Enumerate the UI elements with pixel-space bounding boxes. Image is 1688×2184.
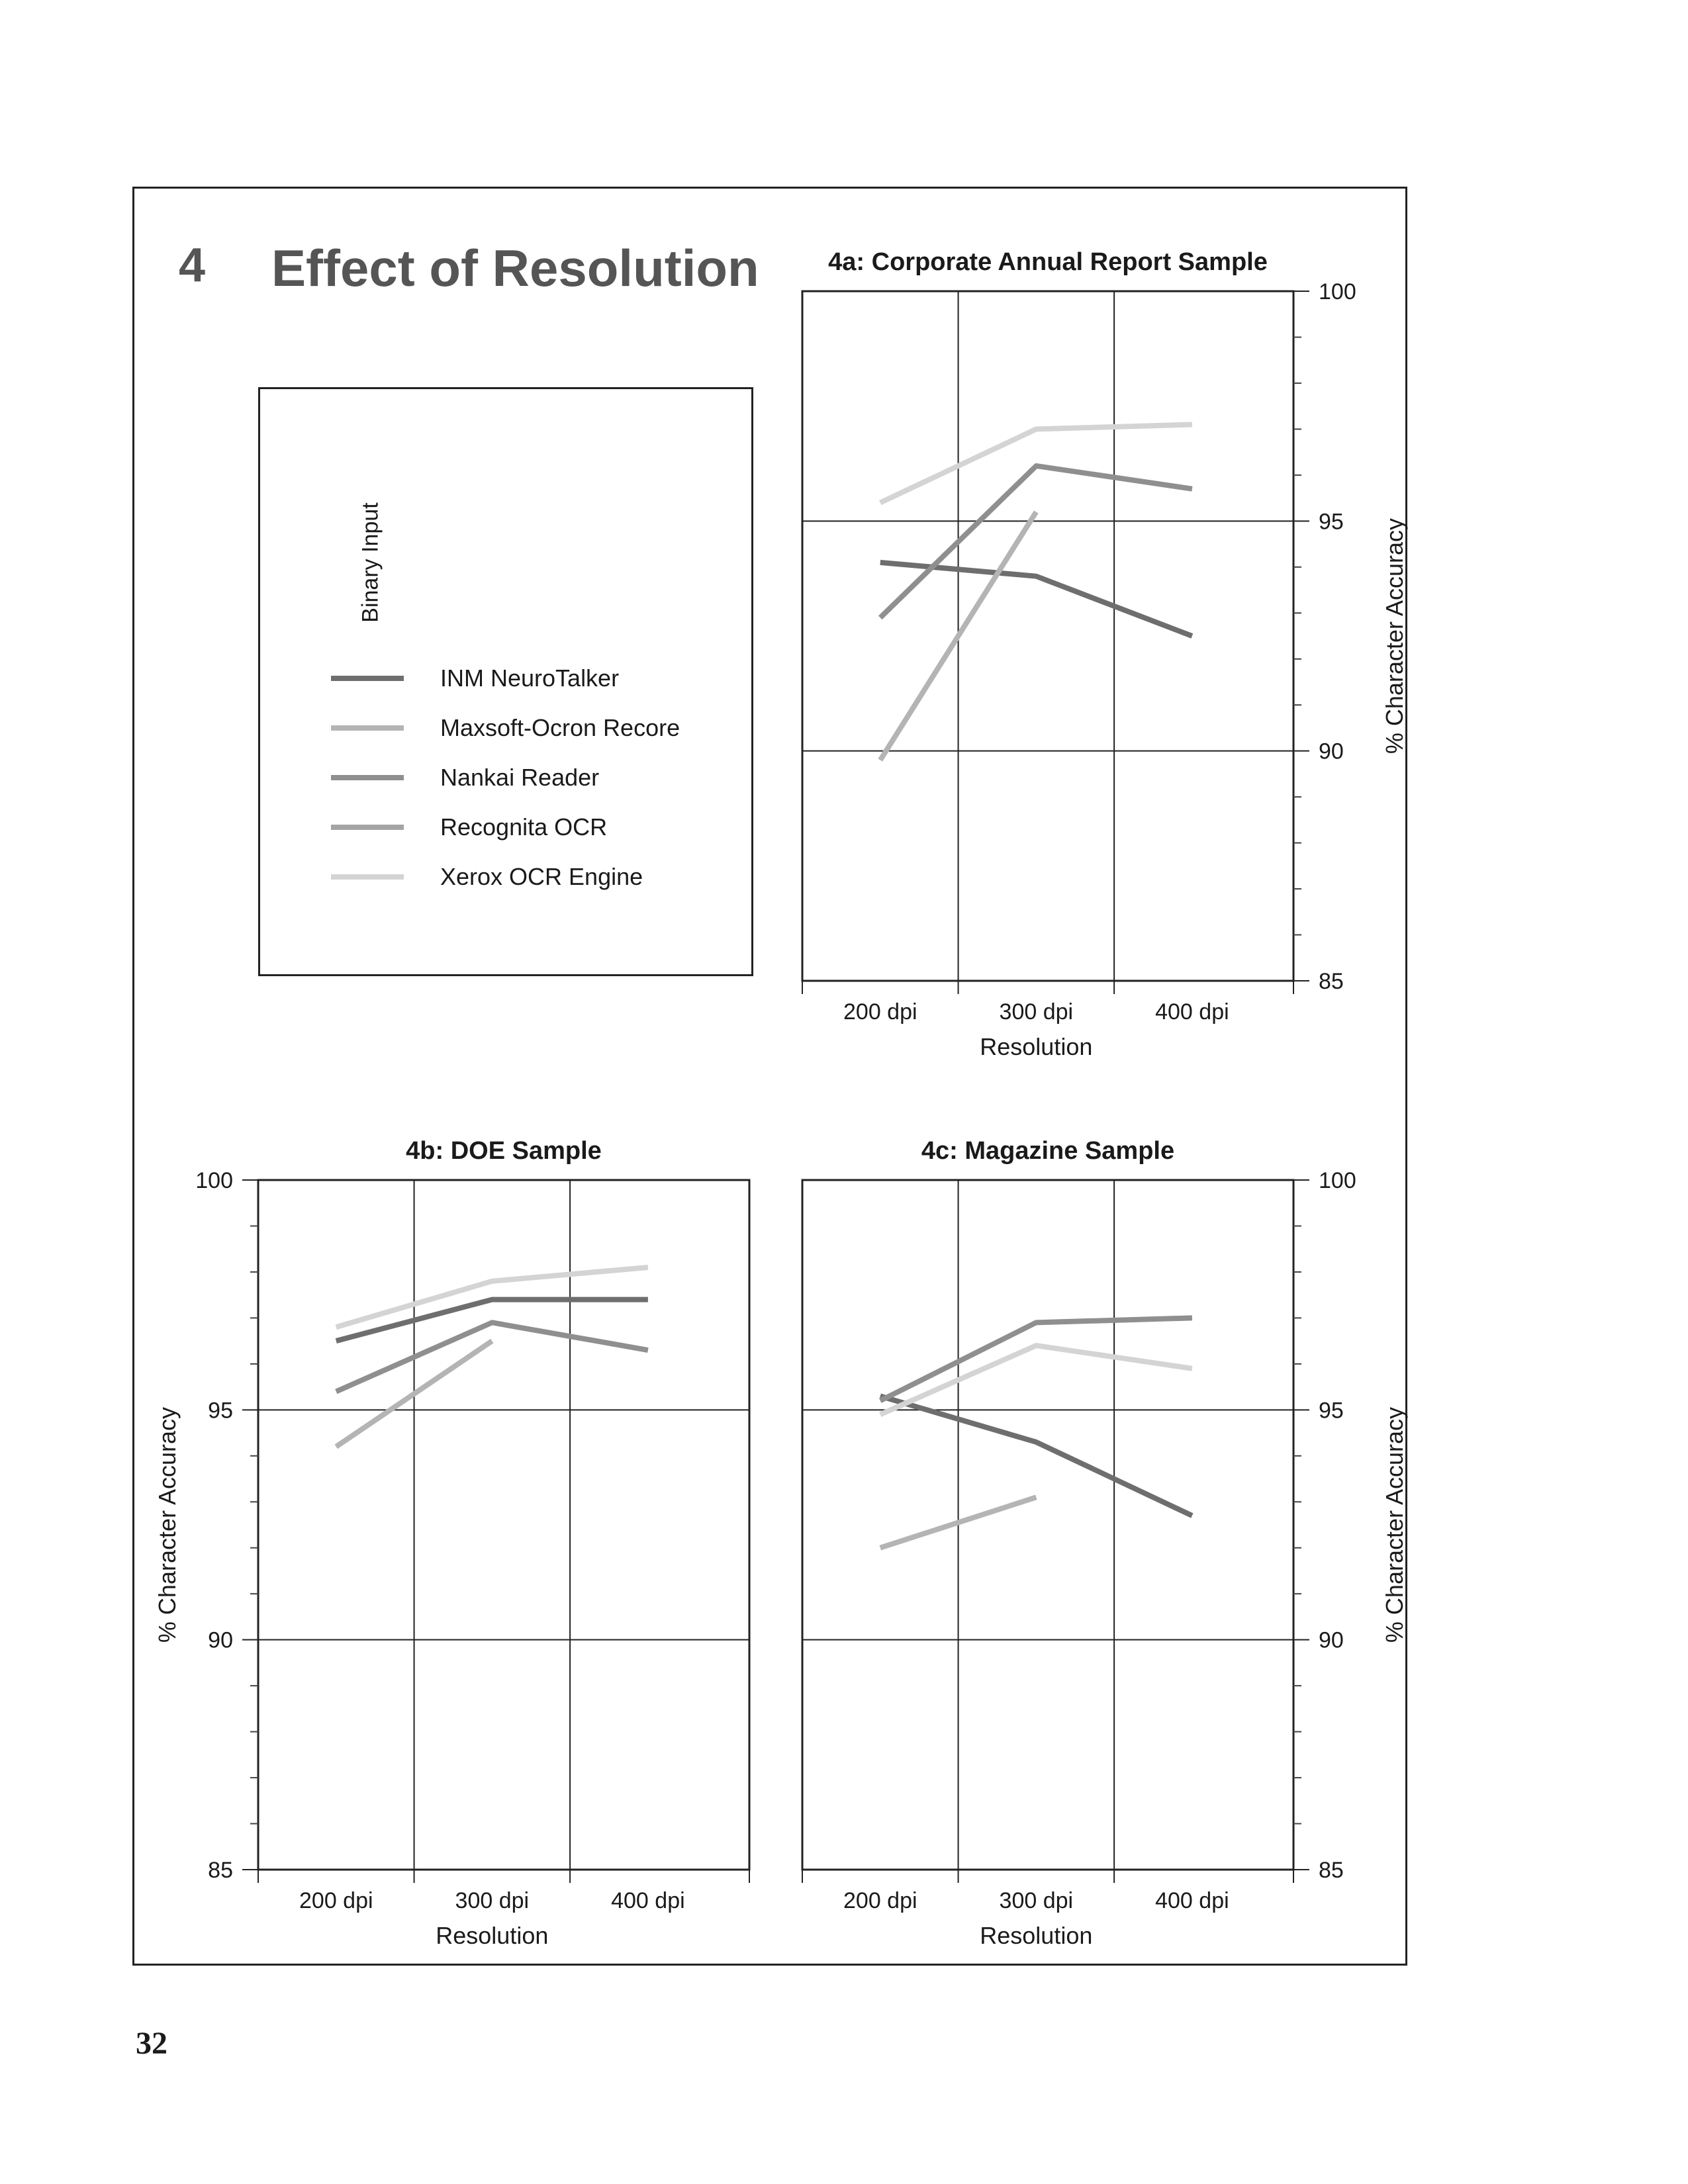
page-number: 32 bbox=[136, 2026, 167, 2061]
y-tick-label: 100 bbox=[195, 1168, 233, 1193]
legend-label: INM NeuroTalker bbox=[440, 664, 620, 692]
y-tick-label: 90 bbox=[1319, 1628, 1344, 1653]
x-tick-label: 300 dpi bbox=[1000, 1888, 1074, 1913]
y-axis-label: % Character Accuracy bbox=[154, 1407, 181, 1643]
y-tick-label: 95 bbox=[208, 1398, 233, 1423]
chart-title: 4b: DOE Sample bbox=[406, 1137, 602, 1165]
series-line-maxsoft-ocron-recore bbox=[878, 510, 1039, 762]
legend-swatch bbox=[331, 825, 404, 830]
legend-label: Recognita OCR bbox=[440, 813, 608, 841]
series-line-xerox-ocr-engine bbox=[879, 422, 1193, 506]
series-line-inm-neurotalker bbox=[335, 1297, 648, 1343]
x-tick-label: 200 dpi bbox=[299, 1888, 373, 1913]
y-tick-label: 85 bbox=[208, 1858, 233, 1883]
plot-area bbox=[257, 1179, 751, 1871]
chart-3: 85 90 95 100 200 dpi 300 dpi 400 dpi Resolution… bbox=[801, 1137, 1408, 1949]
series-line-xerox-ocr-engine bbox=[879, 1343, 1193, 1417]
series-line-maxsoft-ocron-recore bbox=[334, 1338, 494, 1449]
section-number: 4 bbox=[179, 239, 206, 292]
series-line-maxsoft-ocron-recore bbox=[879, 1494, 1037, 1551]
x-tick-label: 400 dpi bbox=[1155, 999, 1229, 1024]
x-axis-label: Resolution bbox=[980, 1033, 1092, 1060]
legend-item-inm-neurotalker: INM NeuroTalker bbox=[331, 662, 619, 695]
legend-swatch bbox=[331, 676, 404, 681]
y-tick-label: 85 bbox=[1319, 969, 1344, 994]
y-tick-label: 95 bbox=[1319, 509, 1344, 534]
y-axis-label: % Character Accuracy bbox=[1381, 1407, 1408, 1643]
series-line-inm-neurotalker bbox=[879, 1393, 1194, 1518]
figure-frame bbox=[132, 187, 1407, 1966]
series-line-nankai-reader bbox=[878, 463, 1193, 620]
chart-2: 85 90 95 100 200 dpi 300 dpi 400 dpi Resolution… bbox=[154, 1137, 751, 1949]
x-tick-label: 400 dpi bbox=[611, 1888, 685, 1913]
x-axis-label: Resolution bbox=[980, 1922, 1092, 1949]
legend-item-maxsoft-ocron-recore: Maxsoft-Ocron Recore bbox=[331, 711, 680, 745]
y-tick-label: 100 bbox=[1319, 1168, 1356, 1193]
y-tick-label: 85 bbox=[1319, 1858, 1344, 1883]
legend-label: Nankai Reader bbox=[440, 764, 600, 791]
x-tick-label: 200 dpi bbox=[843, 999, 917, 1024]
legend-label: Xerox OCR Engine bbox=[440, 863, 643, 890]
chart-title: 4a: Corporate Annual Report Sample bbox=[828, 248, 1268, 276]
x-tick-label: 300 dpi bbox=[1000, 999, 1074, 1024]
x-tick-label: 300 dpi bbox=[455, 1888, 530, 1913]
x-axis-label: Resolution bbox=[436, 1922, 548, 1949]
y-tick-label: 90 bbox=[1319, 739, 1344, 764]
plot-area bbox=[801, 1179, 1295, 1871]
plot-area bbox=[801, 290, 1295, 982]
series-line-xerox-ocr-engine bbox=[335, 1265, 649, 1330]
x-tick-label: 400 dpi bbox=[1155, 1888, 1229, 1913]
legend-item-xerox-ocr-engine: Xerox OCR Engine bbox=[331, 860, 643, 893]
legend-label: Maxsoft-Ocron Recore bbox=[440, 714, 680, 741]
series-line-nankai-reader bbox=[878, 1315, 1193, 1404]
series-line-nankai-reader bbox=[335, 1320, 649, 1394]
y-tick-label: 100 bbox=[1319, 279, 1356, 304]
legend-item-recognita-ocr: Recognita OCR bbox=[331, 811, 607, 844]
chart-1: 85 90 95 100 200 dpi 300 dpi 400 dpi Resolution… bbox=[801, 248, 1408, 1060]
y-tick-label: 90 bbox=[208, 1628, 233, 1653]
legend-item-nankai-reader: Nankai Reader bbox=[331, 761, 599, 794]
legend-swatch bbox=[331, 874, 404, 880]
x-tick-label: 200 dpi bbox=[843, 1888, 917, 1913]
section-title: Effect of Resolution bbox=[271, 239, 759, 297]
y-axis-label: % Character Accuracy bbox=[1381, 518, 1408, 754]
legend-swatch bbox=[331, 725, 404, 731]
y-tick-label: 95 bbox=[1319, 1398, 1344, 1423]
chart-title: 4c: Magazine Sample bbox=[921, 1137, 1174, 1165]
legend-swatch bbox=[331, 775, 404, 780]
